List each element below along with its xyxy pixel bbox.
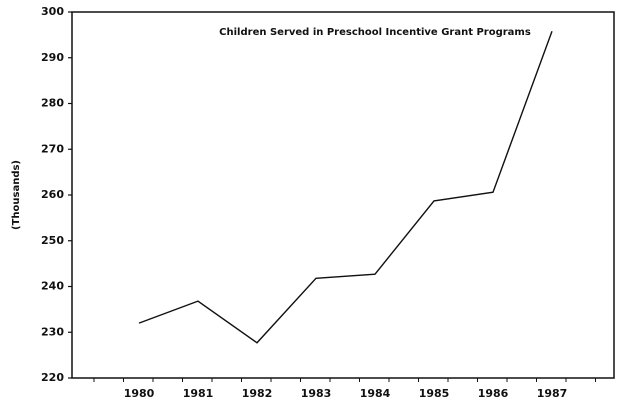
y-tick-label: 290 bbox=[41, 51, 64, 64]
x-tick-label: 1986 bbox=[478, 387, 509, 400]
y-tick-label: 300 bbox=[41, 5, 64, 18]
data-line bbox=[138, 30, 553, 344]
x-tick-label: 1981 bbox=[183, 387, 214, 400]
y-axis-label: (Thousands) bbox=[11, 160, 22, 230]
y-tick-label: 280 bbox=[41, 97, 64, 110]
x-tick-label: 1987 bbox=[537, 387, 568, 400]
chart-title: Children Served in Preschool Incentive G… bbox=[219, 27, 531, 38]
x-tick-label: 1985 bbox=[419, 387, 450, 400]
x-tick-label: 1984 bbox=[360, 387, 391, 400]
y-tick-label: 230 bbox=[41, 325, 64, 338]
y-tick-label: 260 bbox=[41, 188, 64, 201]
x-tick-label: 1983 bbox=[301, 387, 332, 400]
y-tick-label: 270 bbox=[41, 142, 64, 155]
y-tick-label: 220 bbox=[41, 371, 64, 384]
y-tick-label: 250 bbox=[41, 234, 64, 247]
x-tick-label: 1982 bbox=[242, 387, 273, 400]
x-tick-label: 1980 bbox=[124, 387, 155, 400]
y-tick-label: 240 bbox=[41, 280, 64, 293]
plot-frame bbox=[71, 11, 615, 379]
